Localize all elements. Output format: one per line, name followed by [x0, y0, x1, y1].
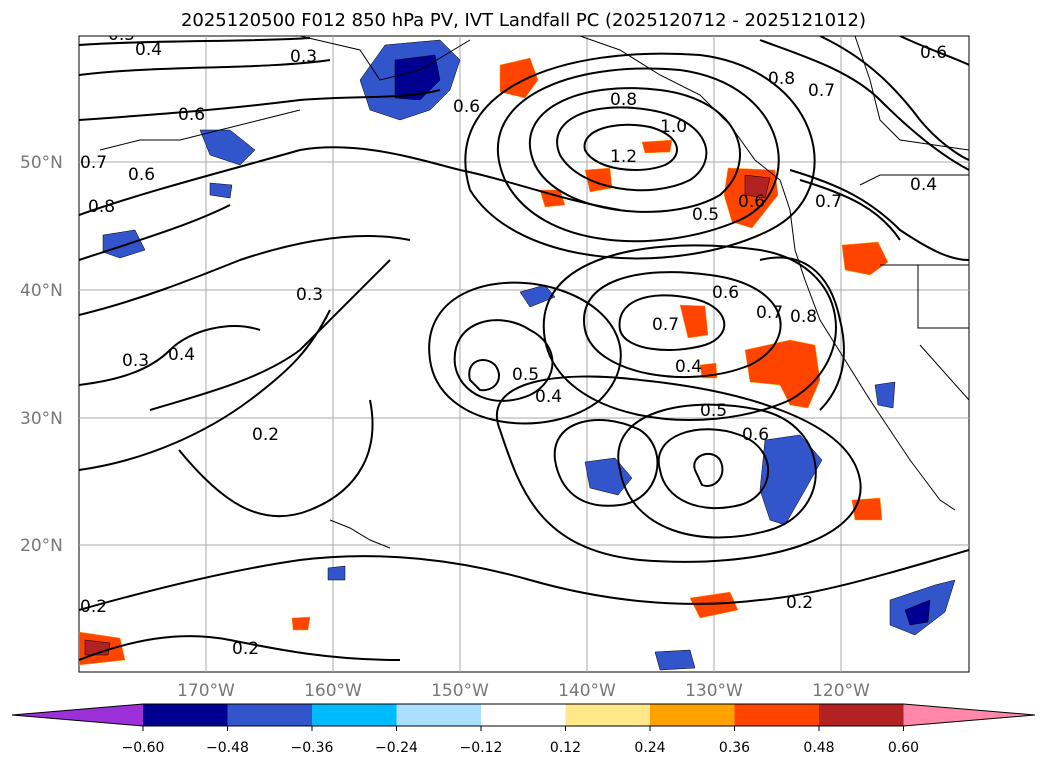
contour-label: 0.5: [108, 25, 135, 45]
contour-label: 0.4: [535, 387, 562, 407]
colorbar-segment: [312, 704, 397, 726]
colorbar-tick-label: −0.24: [375, 740, 418, 756]
contour-label: 0.2: [232, 639, 259, 659]
lat-label: 30°N: [20, 409, 63, 429]
pv-negative-region: [654, 649, 696, 671]
contour-label: 0.4: [910, 175, 937, 195]
pv-negative-region: [904, 599, 931, 626]
colorbar-extend-min: [12, 704, 143, 726]
colorbar-segment: [481, 704, 566, 726]
colorbar-segment: [819, 704, 904, 726]
colorbar-segment: [227, 704, 312, 726]
lon-label: 120°W: [812, 681, 870, 701]
contour-labels: 0.4 0.3 0.5 0.6 0.6 0.7 0.8 0.6 0.8 1.0 …: [80, 25, 947, 659]
gridlines: [79, 36, 969, 672]
contour-label: 0.6: [453, 97, 480, 117]
colorbar-tick-label: −0.60: [122, 740, 165, 756]
pv-positive-region: [679, 304, 709, 339]
pv-positive-region: [744, 174, 771, 199]
pv-negative-region: [102, 229, 146, 259]
contour-label: 0.5: [512, 365, 539, 385]
contour-label: 0.6: [920, 43, 947, 63]
pv-positive-region: [689, 591, 739, 619]
contour-label: 1.2: [610, 147, 637, 167]
colorbar-extend-max: [903, 704, 1035, 726]
lat-label: 20°N: [20, 536, 63, 556]
contour-label: 0.2: [252, 425, 279, 445]
colorbar-ticks: −0.60 −0.48 −0.36 −0.24 −0.12 0.12 0.24 …: [122, 740, 920, 756]
contour-label: 0.8: [88, 197, 115, 217]
colorbar-tick-label: −0.12: [460, 740, 503, 756]
contour-label: 0.4: [135, 40, 162, 60]
contour-label: 0.2: [80, 597, 107, 617]
lon-label: 150°W: [431, 681, 489, 701]
contour-label: 0.7: [815, 192, 842, 212]
colorbar-tick-label: 0.24: [634, 740, 665, 756]
colorbar-segment: [396, 704, 481, 726]
lon-label: 160°W: [304, 681, 362, 701]
lon-label: 170°W: [177, 681, 235, 701]
contour-label: 0.5: [692, 205, 719, 225]
chart-title: 2025120500 F012 850 hPa PV, IVT Landfall…: [180, 10, 867, 31]
pv-contours: [79, 36, 969, 661]
pv-negative-region: [199, 129, 256, 166]
longitude-labels: 170°W 160°W 150°W 140°W 130°W 120°W: [177, 681, 870, 701]
lon-label: 140°W: [558, 681, 616, 701]
pv-negative-region: [519, 284, 556, 308]
pv-positive-region: [841, 241, 889, 276]
colorbar-segment: [650, 704, 735, 726]
contour-label: 0.7: [80, 153, 107, 173]
pv-positive-region: [291, 616, 311, 631]
contour-label: 0.3: [122, 351, 149, 371]
contour-label: 0.6: [712, 283, 739, 303]
contour-label: 0.2: [786, 593, 813, 613]
contour-label: 0.5: [700, 401, 727, 421]
contour-label: 0.8: [610, 90, 637, 110]
contour-label: 0.7: [808, 81, 835, 101]
contour-label: 0.6: [178, 105, 205, 125]
lat-label: 50°N: [20, 153, 63, 173]
contour-label: 0.3: [290, 47, 317, 67]
colorbar-tick-label: 0.60: [888, 740, 919, 756]
pv-negative-region: [759, 434, 823, 526]
contour-label: 1.0: [660, 117, 687, 137]
colorbar-tick-label: −0.36: [291, 740, 334, 756]
contour-label: 0.3: [296, 285, 323, 305]
colorbar-tick-label: −0.48: [206, 740, 249, 756]
pv-positive-region: [539, 189, 566, 208]
contour-label: 0.6: [738, 192, 765, 212]
colorbar: [11, 703, 1036, 731]
colorbar-segment: [143, 704, 228, 726]
contour-label: 0.4: [675, 357, 702, 377]
lon-label: 130°W: [685, 681, 743, 701]
latitude-labels: 50°N 40°N 30°N 20°N: [20, 153, 63, 556]
contour-label: 0.4: [168, 345, 195, 365]
pv-negative-region: [394, 54, 441, 101]
contour-label: 0.8: [768, 69, 795, 89]
contour-label: 0.6: [128, 165, 155, 185]
pv-positive-region: [641, 139, 673, 154]
lat-label: 40°N: [20, 281, 63, 301]
colorbar-segment: [734, 704, 819, 726]
colorbar-segment: [565, 704, 650, 726]
pv-positive-region: [851, 497, 883, 521]
contour-label: 0.7: [652, 315, 679, 335]
colorbar-tick-label: 0.48: [803, 740, 834, 756]
contour-label: 0.7: [756, 303, 783, 323]
contour-label: 0.6: [742, 425, 769, 445]
pv-negative-region: [874, 381, 896, 409]
pv-negative-region: [209, 182, 233, 199]
contour-label: 0.8: [790, 307, 817, 327]
colorbar-tick-label: 0.36: [719, 740, 750, 756]
colorbar-tick-label: 0.12: [550, 740, 581, 756]
pv-negative-region: [327, 565, 346, 581]
